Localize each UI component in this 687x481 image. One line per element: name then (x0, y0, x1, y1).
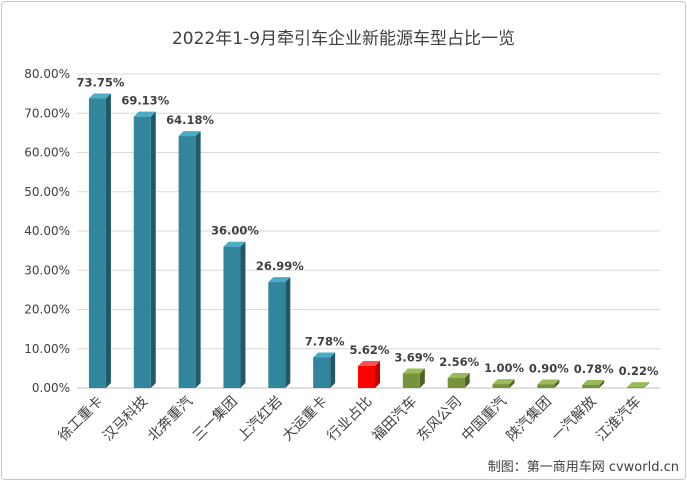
x-axis-categories: 徐工重卡汉马科技北奔重汽三一集团上汽红岩大运重卡行业占比福田汽车东风公司中国重汽… (55, 393, 644, 445)
y-tick-label: 50.00% (24, 185, 70, 199)
y-tick-label: 80.00% (24, 67, 70, 81)
y-axis: 0.00% 10.00% 20.00% 30.00% 40.00% 50.00% 60.00… (24, 67, 70, 395)
x-category-label: 徐工重卡 (55, 394, 106, 445)
chart-credit: 制图：第一商用车网 cvworld.cn (487, 460, 679, 475)
bar-福田汽车 (402, 368, 425, 388)
data-label: 0.22% (619, 364, 659, 378)
data-label: 36.00% (211, 224, 259, 238)
bar-front (268, 282, 286, 388)
data-label: 64.18% (166, 113, 214, 127)
y-tick-label: 30.00% (24, 263, 70, 277)
x-category-label: 陕汽集团 (503, 393, 555, 445)
data-label: 69.13% (121, 94, 169, 108)
y-tick-label: 70.00% (24, 106, 70, 120)
x-category-label: 汉马科技 (100, 394, 151, 445)
bar-top (313, 352, 336, 358)
bar-北奔重汽 (178, 131, 201, 388)
bar-top (537, 379, 560, 385)
data-label: 2.56% (439, 355, 479, 369)
bar-front (627, 387, 645, 388)
data-label: 0.90% (529, 361, 569, 375)
bar-side (105, 93, 111, 388)
y-tick-label: 20.00% (24, 303, 70, 317)
bars (88, 93, 650, 389)
data-label: 73.75% (76, 76, 124, 90)
bar-行业占比 (358, 360, 380, 388)
bar-side (464, 372, 470, 388)
bar-top (268, 277, 291, 283)
x-category-label: 东风公司 (414, 394, 465, 445)
bar-front (178, 136, 196, 388)
bar-江淮汽车 (627, 382, 650, 388)
bar-front (447, 377, 465, 388)
x-category-label: 行业占比 (324, 394, 375, 445)
bar-side (599, 379, 605, 388)
chart-title: 2022年1-9月牵引车企业新能源车型占比一览 (171, 29, 516, 49)
bar-side (150, 111, 156, 389)
data-label: 1.00% (484, 361, 524, 375)
x-category-label: 江淮汽车 (593, 393, 645, 445)
bar-side (285, 277, 291, 388)
y-tick-label: 40.00% (24, 224, 70, 238)
bar-front (88, 98, 106, 388)
bar-top (582, 379, 605, 385)
bar-top (358, 360, 380, 366)
x-category-label: 中国重汽 (459, 394, 510, 445)
bar-top (492, 379, 515, 385)
gridlines (77, 73, 660, 389)
bar-陕汽集团 (537, 379, 560, 388)
bar-top (178, 131, 201, 137)
bar-front (537, 384, 555, 388)
bar-中国重汽 (492, 379, 515, 388)
bar-side (330, 352, 336, 388)
data-label: 7.78% (305, 334, 345, 348)
bar-front (358, 365, 375, 388)
data-labels: 73.75% 69.13% 64.18% 36.00% 26.99% 7.78% 5.62%… (76, 76, 659, 379)
x-category-label: 三一集团 (189, 393, 241, 445)
bar-front (402, 373, 420, 388)
bar-front (582, 384, 600, 388)
bar-front (492, 384, 510, 388)
bar-front (133, 116, 151, 389)
bar-side (509, 379, 515, 388)
y-tick-label: 60.00% (24, 146, 70, 160)
bar-side (195, 131, 201, 388)
y-tick-label: 0.00% (32, 381, 70, 395)
x-category-label: 福田汽车 (369, 393, 421, 445)
bar-一汽解放 (582, 379, 605, 388)
bar-side (554, 379, 560, 388)
bar-side (644, 382, 650, 388)
bar-徐工重卡 (88, 93, 111, 388)
bar-front (223, 246, 241, 388)
bar-东风公司 (447, 372, 470, 388)
bar-side (240, 241, 246, 388)
data-label: 26.99% (256, 259, 304, 273)
bar-top (88, 93, 111, 99)
bar-top (627, 382, 650, 388)
bar-top (133, 111, 156, 117)
bar-front (313, 357, 331, 388)
x-category-label: 北奔重汽 (145, 394, 196, 445)
bar-side (375, 360, 380, 388)
x-category-label: 上汽红岩 (235, 394, 286, 445)
bar-top (447, 372, 470, 378)
bar-上汽红岩 (268, 277, 291, 388)
bar-汉马科技 (133, 111, 156, 389)
x-category-label: 大运重卡 (280, 394, 331, 445)
bar-top (223, 241, 246, 247)
data-label: 5.62% (350, 343, 390, 357)
x-category-label: 一汽解放 (549, 394, 600, 445)
bar-大运重卡 (313, 352, 336, 388)
bar-三一集团 (223, 241, 246, 388)
data-label: 0.78% (574, 362, 614, 376)
bar-top (402, 368, 425, 374)
bar-side (419, 368, 425, 388)
data-label: 3.69% (394, 351, 434, 365)
y-tick-label: 10.00% (24, 342, 70, 356)
